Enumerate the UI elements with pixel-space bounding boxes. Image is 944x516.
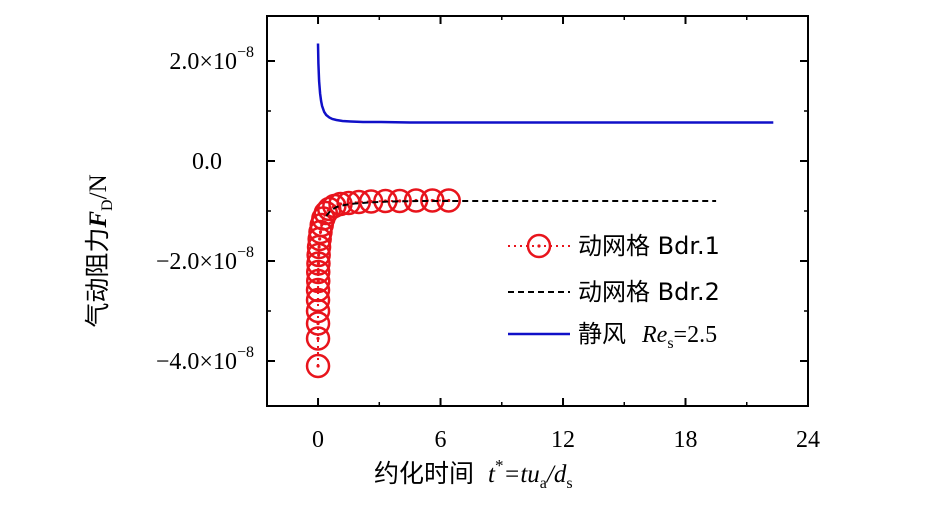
series-point-dot bbox=[318, 237, 322, 241]
series-point-dot bbox=[317, 253, 321, 257]
legend-swatch-marker bbox=[526, 233, 552, 259]
x-axis: 0 6 12 18 24 bbox=[312, 16, 820, 453]
series-point bbox=[328, 191, 353, 217]
series-point bbox=[387, 188, 412, 214]
series-point-dot bbox=[318, 230, 323, 234]
y-axis-label: 气动阻力FD/N bbox=[83, 174, 116, 327]
y-tick-label: 0.0 bbox=[192, 149, 222, 175]
series-point-dot bbox=[316, 270, 320, 274]
legend-label: 静风 Res=2.5 bbox=[578, 320, 717, 352]
legend-swatch-marker-dot bbox=[537, 244, 541, 248]
legend-item-bdr2: 动网格 Bdr.2 bbox=[508, 278, 720, 306]
series-point-dot bbox=[317, 245, 321, 249]
legend-label: 动网格 Bdr.2 bbox=[578, 278, 720, 306]
series-point-dot bbox=[369, 199, 373, 204]
series-point-dot bbox=[316, 336, 320, 341]
x-axis-label: 约化时间 t*=tua/ds bbox=[374, 456, 573, 492]
series-point bbox=[305, 353, 331, 379]
series-point bbox=[313, 200, 339, 226]
series-point bbox=[305, 268, 331, 294]
legend-label: 动网格 Bdr.1 bbox=[578, 232, 720, 260]
series-layer bbox=[305, 43, 774, 379]
legend-item-still-wind: 静风 Res=2.5 bbox=[508, 320, 717, 352]
series-point bbox=[358, 189, 384, 214]
series-point-dot bbox=[316, 364, 320, 368]
series-point bbox=[306, 251, 331, 276]
legend: 动网格 Bdr.1 动网格 Bdr.2 静风 Res=2.5 bbox=[508, 232, 720, 352]
x-tick-label: 18 bbox=[674, 427, 698, 453]
legend-item-bdr1: 动网格 Bdr.1 bbox=[508, 232, 720, 260]
series-point bbox=[305, 259, 331, 285]
x-tick-label: 0 bbox=[312, 427, 324, 453]
x-tick-label: 24 bbox=[796, 427, 820, 453]
series-point bbox=[305, 326, 331, 351]
y-tick-label: −4.0×10−8 bbox=[156, 344, 254, 375]
x-tick-label: 6 bbox=[435, 427, 447, 453]
series-line-3 bbox=[316, 43, 774, 124]
series-point-dot bbox=[316, 261, 321, 266]
series-point bbox=[305, 277, 331, 303]
x-tick-label: 12 bbox=[551, 427, 575, 453]
series-line-1 bbox=[317, 199, 449, 366]
y-tick-label: −2.0×10−8 bbox=[156, 244, 254, 275]
series-point-dot bbox=[338, 202, 343, 206]
y-axis: 2.0×10−8 0.0 −2.0×10−8 −4.0×10−8 bbox=[156, 44, 808, 375]
series-line-2 bbox=[325, 200, 717, 217]
series-point-dot bbox=[398, 199, 402, 203]
y-tick-label: 2.0×10−8 bbox=[169, 44, 254, 75]
